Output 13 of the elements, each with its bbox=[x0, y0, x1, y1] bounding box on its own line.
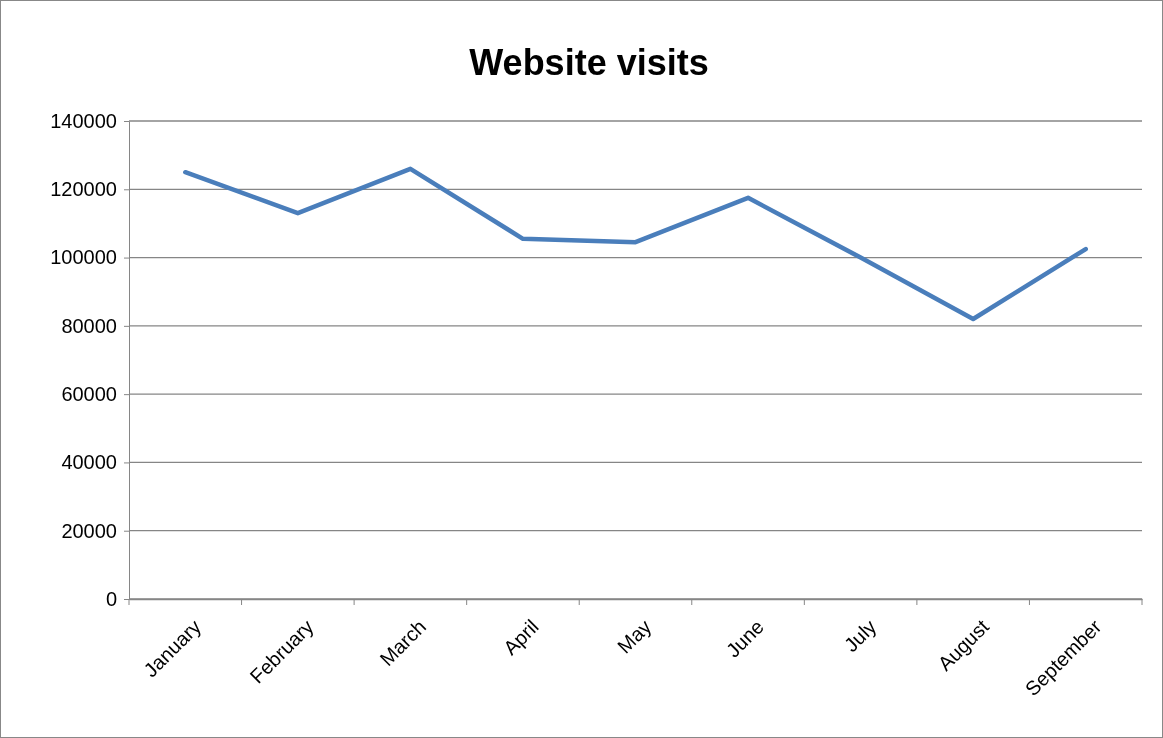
y-tick-label: 100000 bbox=[50, 246, 117, 269]
chart-title: Website visits bbox=[469, 42, 709, 83]
y-tick-label: 40000 bbox=[61, 451, 117, 474]
x-tick-label: June bbox=[721, 615, 768, 662]
y-tick-label: 0 bbox=[105, 587, 117, 610]
y-tick-label: 80000 bbox=[61, 314, 117, 337]
x-tick-label: May bbox=[613, 615, 656, 658]
y-tick-label: 20000 bbox=[61, 519, 117, 542]
y-tick-label: 120000 bbox=[50, 178, 117, 201]
y-tick-label: 140000 bbox=[50, 109, 117, 132]
x-tick-label: July bbox=[839, 615, 881, 657]
line-series bbox=[183, 166, 1088, 322]
y-tick-label: 60000 bbox=[61, 383, 117, 406]
